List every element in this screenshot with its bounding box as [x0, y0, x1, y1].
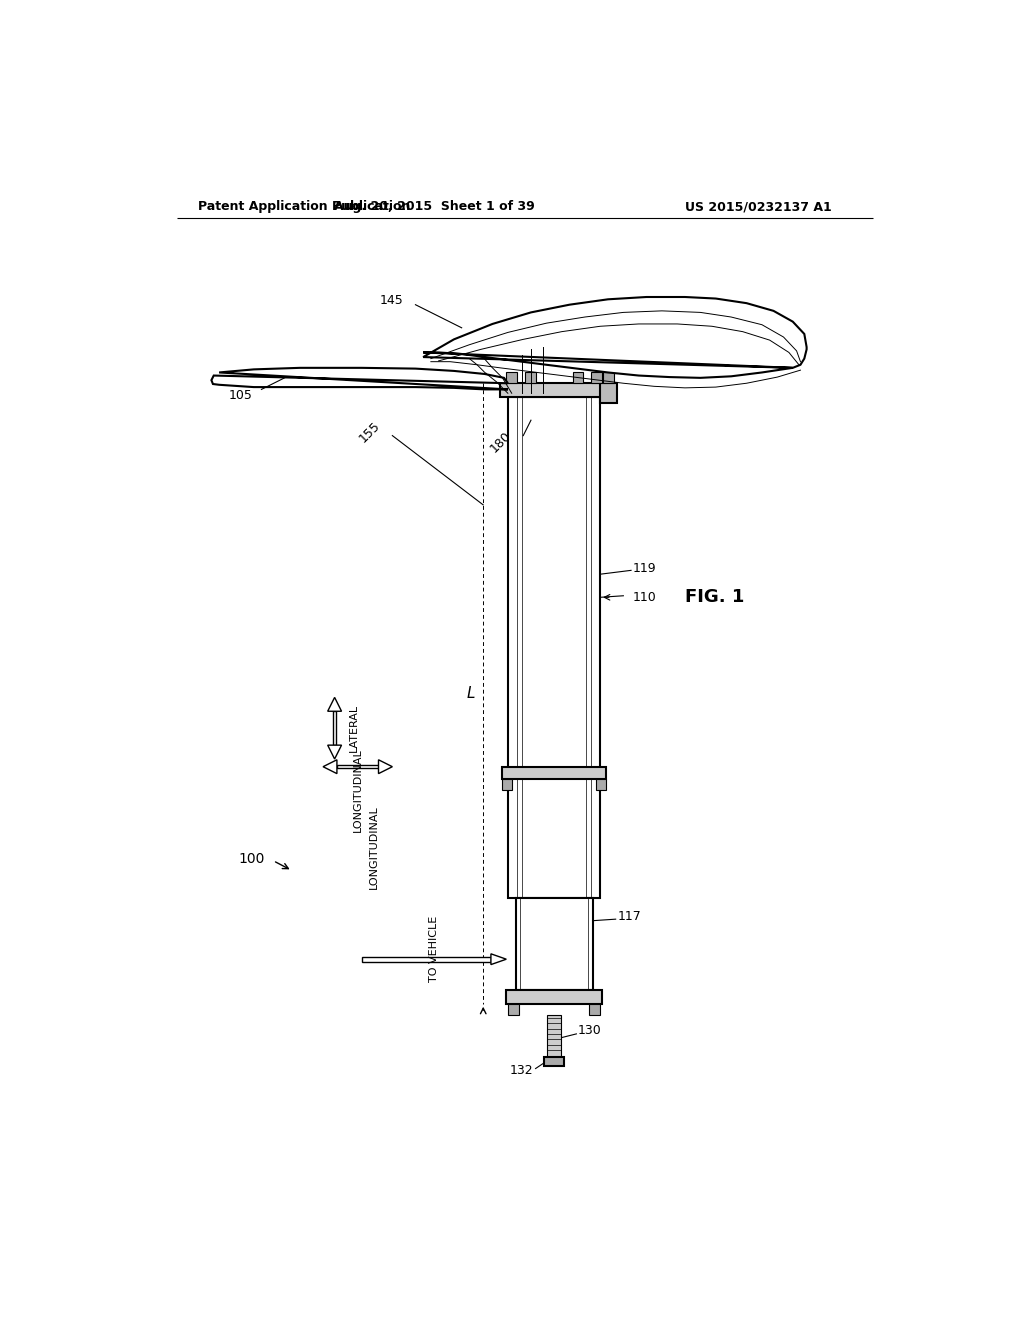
Text: US 2015/0232137 A1: US 2015/0232137 A1	[685, 201, 831, 214]
Text: LATERAL: LATERAL	[348, 704, 358, 752]
Bar	[547, 1015, 561, 1057]
Bar	[506, 990, 602, 1003]
Bar	[603, 372, 614, 383]
Bar	[596, 779, 606, 789]
Polygon shape	[328, 697, 342, 711]
Text: 145: 145	[380, 294, 403, 308]
Bar	[515, 898, 593, 990]
Bar	[591, 372, 602, 383]
Text: TO VEHICLE: TO VEHICLE	[429, 915, 439, 982]
Bar	[524, 372, 536, 383]
Text: L: L	[467, 686, 475, 701]
Text: 100: 100	[239, 853, 265, 866]
Bar	[361, 957, 490, 961]
Text: LONGITUDINAL: LONGITUDINAL	[352, 748, 362, 832]
Bar	[333, 711, 336, 744]
Bar	[572, 372, 584, 383]
Text: Patent Application Publication: Patent Application Publication	[198, 201, 410, 214]
Bar	[508, 397, 600, 898]
Text: 110: 110	[633, 591, 656, 603]
Bar	[600, 383, 617, 404]
Text: FIG. 1: FIG. 1	[685, 589, 744, 606]
Bar	[508, 1005, 518, 1015]
Text: Aug. 20, 2015  Sheet 1 of 39: Aug. 20, 2015 Sheet 1 of 39	[334, 201, 536, 214]
Bar	[590, 1005, 600, 1015]
Bar	[506, 372, 517, 383]
Bar	[502, 779, 512, 789]
Polygon shape	[323, 760, 337, 774]
Text: 117: 117	[617, 911, 641, 924]
Bar	[337, 766, 379, 768]
Bar	[502, 767, 606, 779]
Text: 155: 155	[357, 418, 383, 445]
Bar	[544, 1057, 564, 1067]
Text: 130: 130	[578, 1023, 602, 1036]
Text: LONGITUDINAL: LONGITUDINAL	[370, 805, 379, 888]
Polygon shape	[490, 954, 506, 965]
Polygon shape	[211, 368, 508, 389]
Text: 119: 119	[633, 561, 656, 574]
Polygon shape	[379, 760, 392, 774]
Bar	[500, 383, 608, 397]
Text: 180: 180	[488, 429, 514, 455]
Text: 105: 105	[228, 389, 252, 403]
Polygon shape	[328, 744, 342, 759]
Polygon shape	[423, 297, 807, 378]
Text: 132: 132	[510, 1064, 534, 1077]
